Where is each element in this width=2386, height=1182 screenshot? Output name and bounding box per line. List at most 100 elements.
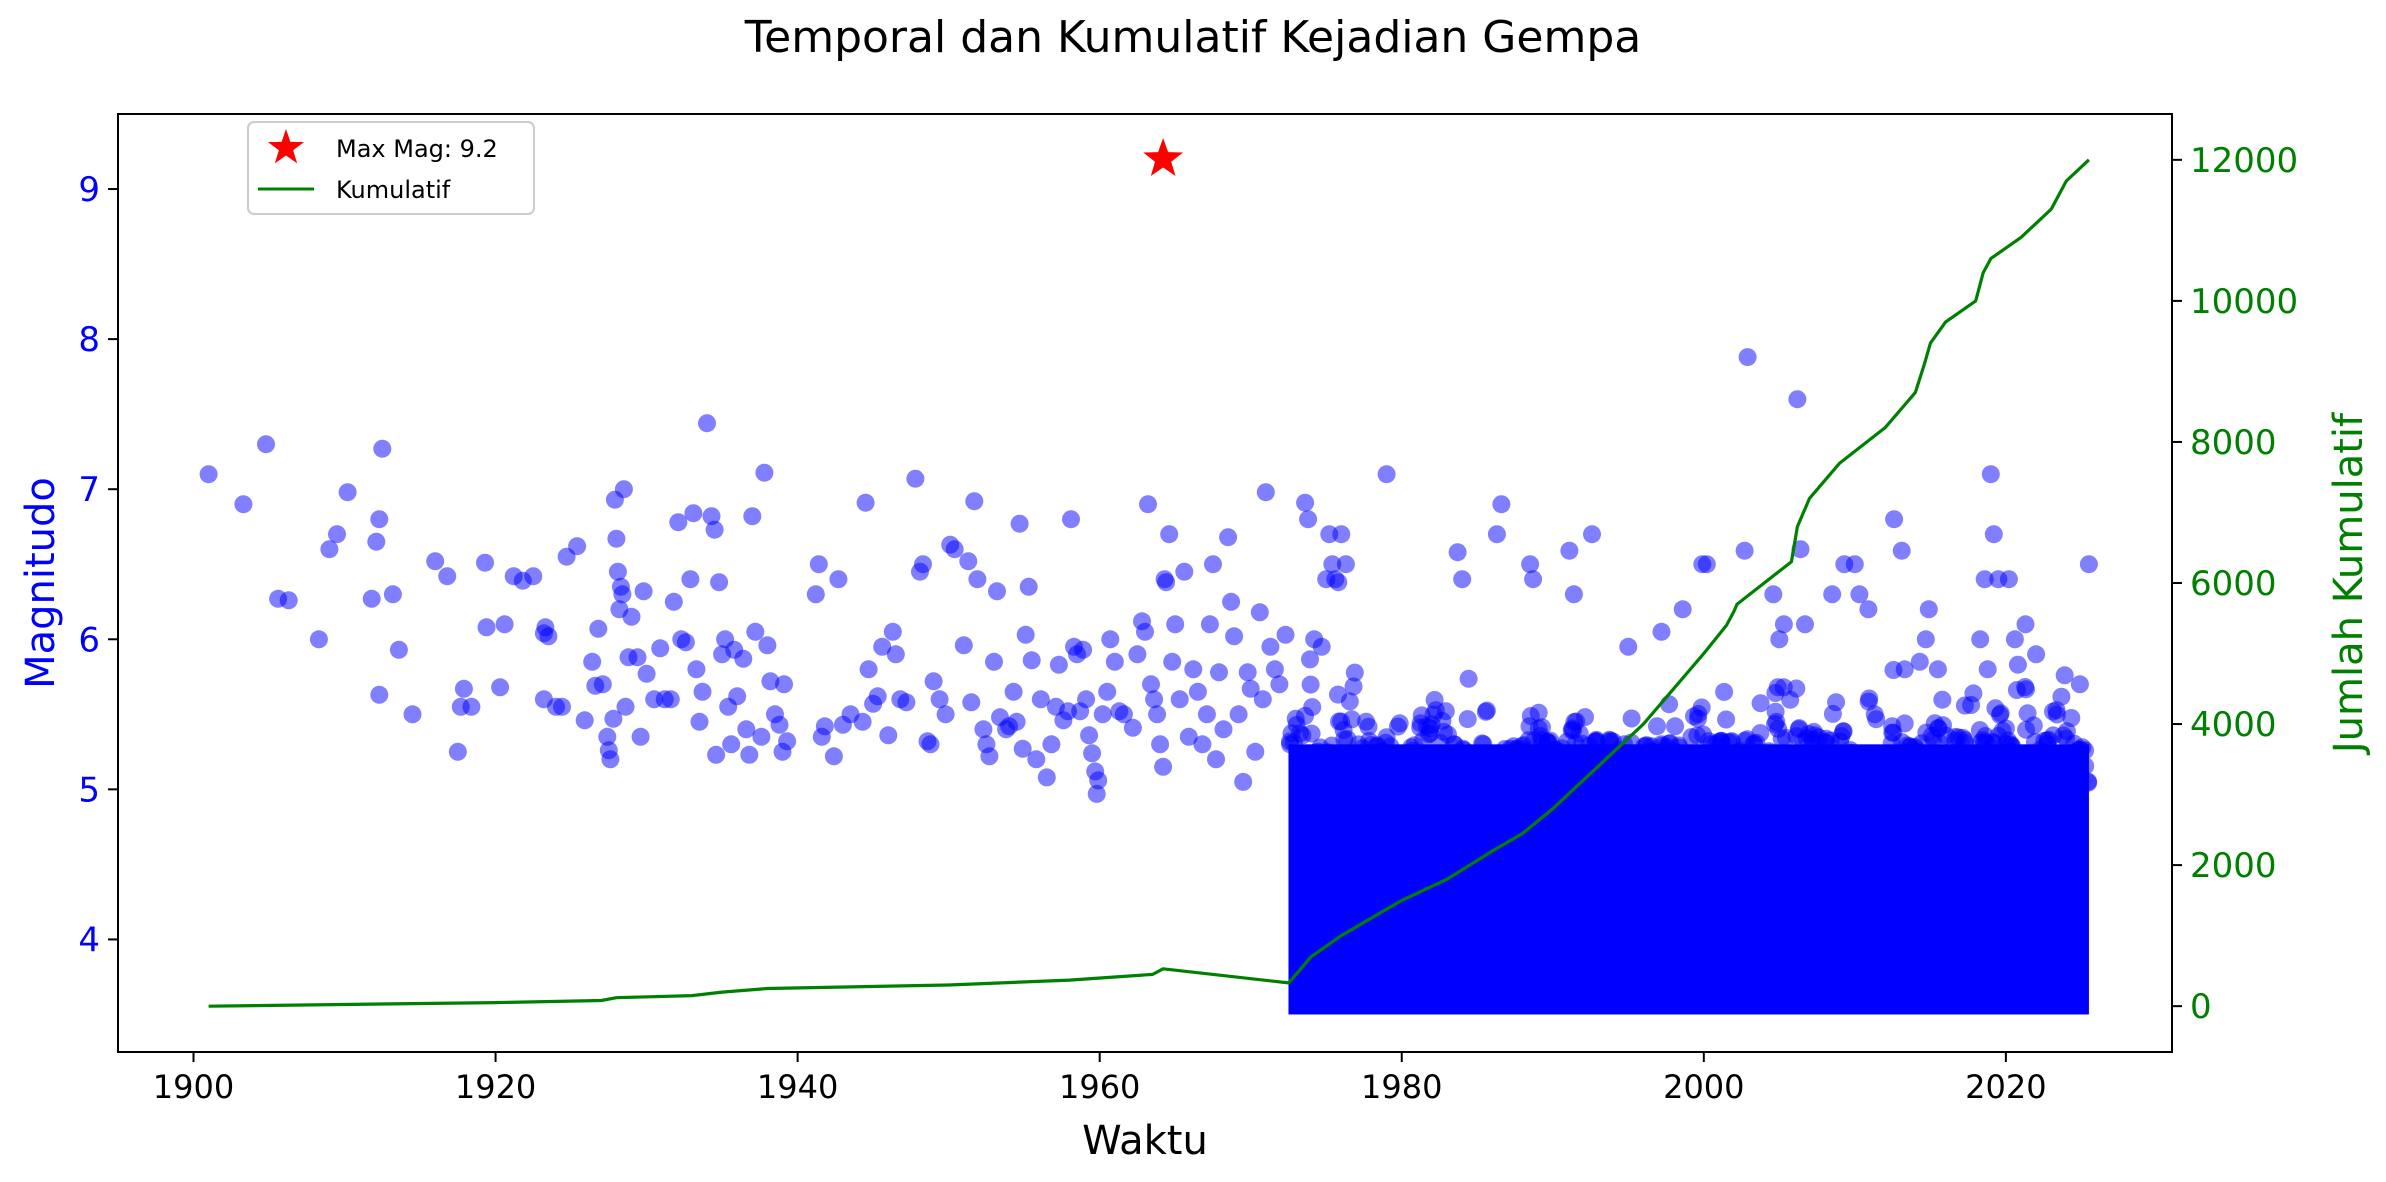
scatter-point: [448, 742, 467, 761]
scatter-point: [2027, 645, 2046, 664]
scatter-point: [1246, 742, 1265, 761]
scatter-point: [1622, 709, 1641, 728]
scatter-point: [1404, 750, 1423, 769]
scatter-point: [631, 727, 650, 746]
scatter-point: [1114, 705, 1133, 724]
scatter-point: [1200, 615, 1219, 634]
scatter-point: [604, 709, 623, 728]
scatter-point: [1823, 585, 1842, 604]
scatter-point: [1302, 724, 1321, 743]
x-tick-label: 1980: [1361, 1068, 1442, 1106]
scatter-point: [1827, 693, 1846, 712]
scatter-point: [1336, 555, 1355, 574]
scatter-point: [1377, 465, 1396, 484]
scatter-point: [897, 693, 916, 712]
scatter-point: [988, 582, 1006, 601]
scatter-point: [257, 435, 275, 454]
scatter-point: [728, 687, 747, 706]
scatter-point: [1204, 555, 1222, 574]
scatter-point: [575, 711, 594, 730]
scatter-point: [1077, 690, 1096, 709]
scatter-point: [856, 493, 875, 512]
scatter-point: [1219, 528, 1238, 547]
scatter-point: [936, 705, 955, 724]
scatter-point: [722, 735, 741, 754]
scatter-point: [1770, 630, 1789, 649]
scatter-point: [2016, 615, 2035, 634]
scatter-point: [1142, 675, 1160, 694]
scatter-point: [598, 727, 617, 746]
scatter-point: [809, 555, 828, 574]
scatter-point: [681, 570, 700, 589]
scatter-point: [583, 652, 602, 671]
scatter-point: [962, 693, 981, 712]
scatter-point: [1010, 514, 1029, 533]
scatter-point: [1027, 750, 1046, 769]
scatter-point: [1166, 615, 1185, 634]
legend-label-cumulative: Kumulatif: [336, 176, 451, 204]
scatter-point: [495, 615, 514, 634]
scatter-point: [1788, 390, 1807, 409]
scatter-point: [1089, 771, 1108, 790]
scatter-point: [1492, 495, 1511, 514]
legend-label-max: Max Mag: 9.2: [336, 135, 498, 163]
scatter-point: [1301, 675, 1320, 694]
scatter-point: [607, 529, 626, 548]
scatter-point: [1999, 570, 2018, 589]
scatter-point: [702, 507, 721, 526]
scatter-point: [1193, 735, 1212, 754]
scatter-point: [1689, 705, 1708, 723]
scatter-point: [1154, 757, 1173, 776]
scatter-point: [1787, 679, 1806, 698]
scatter-point: [743, 507, 762, 526]
scatter-point: [1381, 737, 1400, 756]
scatter-point: [328, 525, 346, 544]
scatter-point: [1083, 744, 1102, 763]
scatter-point: [758, 636, 777, 655]
scatter-point: [1214, 720, 1233, 739]
scatter-point: [2055, 666, 2074, 685]
scatter-point: [1019, 577, 1038, 596]
scatter-point: [1013, 739, 1032, 758]
x-axis-label: Waktu: [1082, 1118, 1208, 1164]
scatter-point: [1791, 540, 1810, 559]
scatter-point: [930, 690, 949, 709]
scatter-point: [1854, 754, 1873, 773]
scatter-point: [1981, 465, 2000, 484]
scatter-point: [2076, 741, 2095, 760]
scatter-point: [1265, 660, 1284, 679]
scatter-point: [1123, 718, 1142, 737]
scatter-point: [924, 672, 943, 691]
cumulative-line: [208, 158, 2090, 1008]
scatter-point: [1529, 703, 1548, 722]
scatter-point: [438, 567, 457, 586]
scatter-point: [1735, 541, 1754, 560]
scatter-point: [2076, 757, 2095, 775]
scatter-point: [1928, 660, 1947, 679]
scatter-point: [2062, 709, 2081, 727]
scatter-point: [1895, 714, 1914, 733]
scatter-point: [1225, 627, 1244, 646]
scatter-point: [1564, 585, 1583, 604]
scatter-point: [2079, 555, 2098, 574]
scatter-point: [403, 705, 422, 724]
dense-scatter-band: [1281, 650, 2098, 1015]
scatter-point: [1760, 742, 1778, 761]
scatter-point: [1332, 525, 1351, 544]
scatter-point: [1101, 630, 1120, 649]
scatter-point: [1885, 510, 1904, 529]
scatter-point: [1160, 525, 1179, 544]
scatter-point: [1796, 615, 1814, 634]
x-tick-label: 1960: [1059, 1068, 1140, 1106]
scatter-point: [1850, 585, 1869, 604]
scatter-point: [2052, 687, 2071, 706]
scatter-point: [770, 715, 789, 734]
scatter-point: [1933, 690, 1952, 709]
scatter-point: [309, 630, 328, 649]
scatter-point: [462, 697, 481, 716]
scatter-point: [1329, 573, 1348, 592]
max-magnitude-star: [1143, 138, 1184, 176]
scatter-point: [914, 555, 932, 574]
y-tick-label: 9: [78, 170, 100, 210]
